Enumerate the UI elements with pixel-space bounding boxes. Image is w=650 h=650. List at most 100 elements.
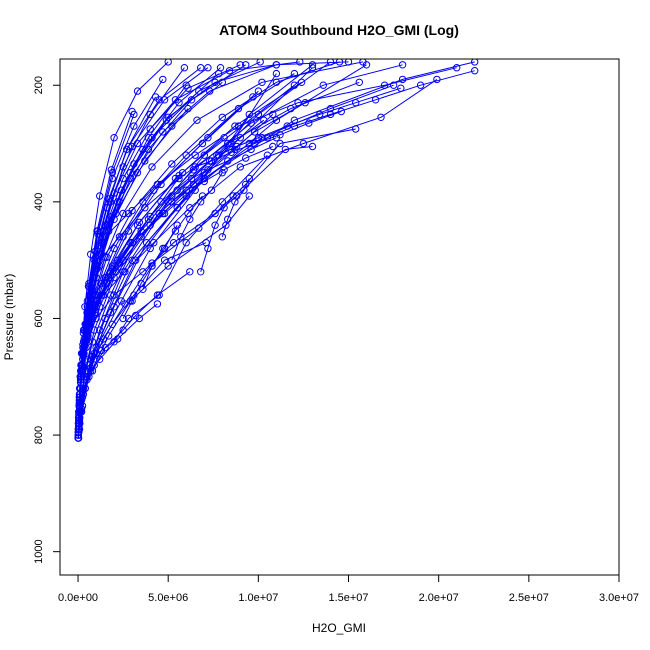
data-point [326,104,335,113]
profile-line [249,70,475,144]
profile-line [158,146,273,214]
data-point [204,166,212,174]
data-point [242,61,250,69]
data-point [471,59,479,66]
data-point [218,233,227,241]
data-point [164,113,172,122]
data-point [337,107,345,116]
data-point [160,96,169,104]
profile-series [75,59,353,433]
data-point [133,169,142,177]
data-point [115,259,124,267]
data-point [247,145,255,154]
profile-series [155,142,277,218]
data-point [110,244,118,253]
data-point [220,134,228,142]
data-point [182,239,190,247]
data-point [218,113,227,122]
data-point [153,300,162,308]
y-tick-label: 600 [33,309,45,327]
data-point [119,314,127,323]
profile-line [195,111,342,168]
data-point [92,308,100,317]
data-point [175,171,183,180]
data-point [294,99,302,107]
data-point [121,300,129,308]
x-axis-label: H2O_GMI [312,621,366,635]
data-point [359,59,367,66]
data-point [169,239,178,247]
data-point [207,157,216,165]
data-point [83,303,92,311]
data-point [193,116,201,124]
data-point [204,64,212,72]
profile-line [200,195,234,272]
data-point [107,166,116,174]
data-point [96,355,104,363]
data-point [245,192,254,200]
data-point [200,177,209,186]
profile-line [78,61,349,430]
y-tick-label: 800 [33,426,45,444]
data-point [146,244,154,253]
data-point [182,151,190,159]
data-point [247,119,255,127]
data-point [229,192,237,200]
x-tick-label: 2.0e+07 [419,592,459,604]
data-point [94,230,102,238]
data-point [107,212,116,221]
data-point [184,84,192,92]
data-point [168,256,176,264]
profile-series [218,174,254,241]
data-point [224,157,232,165]
y-axis: 200 400 600 800 1000 [33,76,61,564]
data-point [160,256,169,264]
data-point [128,142,136,151]
data-point [272,61,281,69]
profile-line [88,78,438,319]
data-point [128,107,136,116]
data-point [297,78,306,87]
data-point [416,81,425,89]
data-point [197,64,205,72]
data-point [119,326,127,334]
data-point [433,75,441,84]
data-point [182,186,190,194]
profile-line [218,87,401,156]
data-point [301,99,309,107]
data-point [173,221,181,229]
data-point [276,139,284,148]
data-point [130,122,138,130]
profile-series [215,84,405,159]
data-point [177,233,185,241]
data-point [137,279,145,288]
data-point [184,209,192,218]
data-point [254,87,263,95]
data-point [88,338,97,346]
data-point [168,160,176,168]
data-point [119,174,127,183]
data-point [186,268,194,276]
data-point [135,218,144,227]
data-point [159,75,167,84]
data-point [471,67,479,75]
data-point [236,134,245,142]
data-point [110,189,118,197]
plot-area [74,59,479,442]
profile-line [221,178,250,237]
data-point [157,180,165,189]
data-point [110,134,118,142]
data-point [128,206,136,215]
data-point [139,268,147,276]
profile-series [119,221,181,323]
data-point [398,75,407,84]
data-point [106,198,115,206]
chart-title: ATOM4 Southbound H2O_GMI (Log) [219,22,459,38]
data-point [96,303,104,311]
data-point [236,163,245,171]
y-tick-label: 1000 [33,539,45,563]
data-point [173,186,181,194]
data-point [180,64,189,72]
data-point [227,148,236,157]
data-point [316,110,324,119]
